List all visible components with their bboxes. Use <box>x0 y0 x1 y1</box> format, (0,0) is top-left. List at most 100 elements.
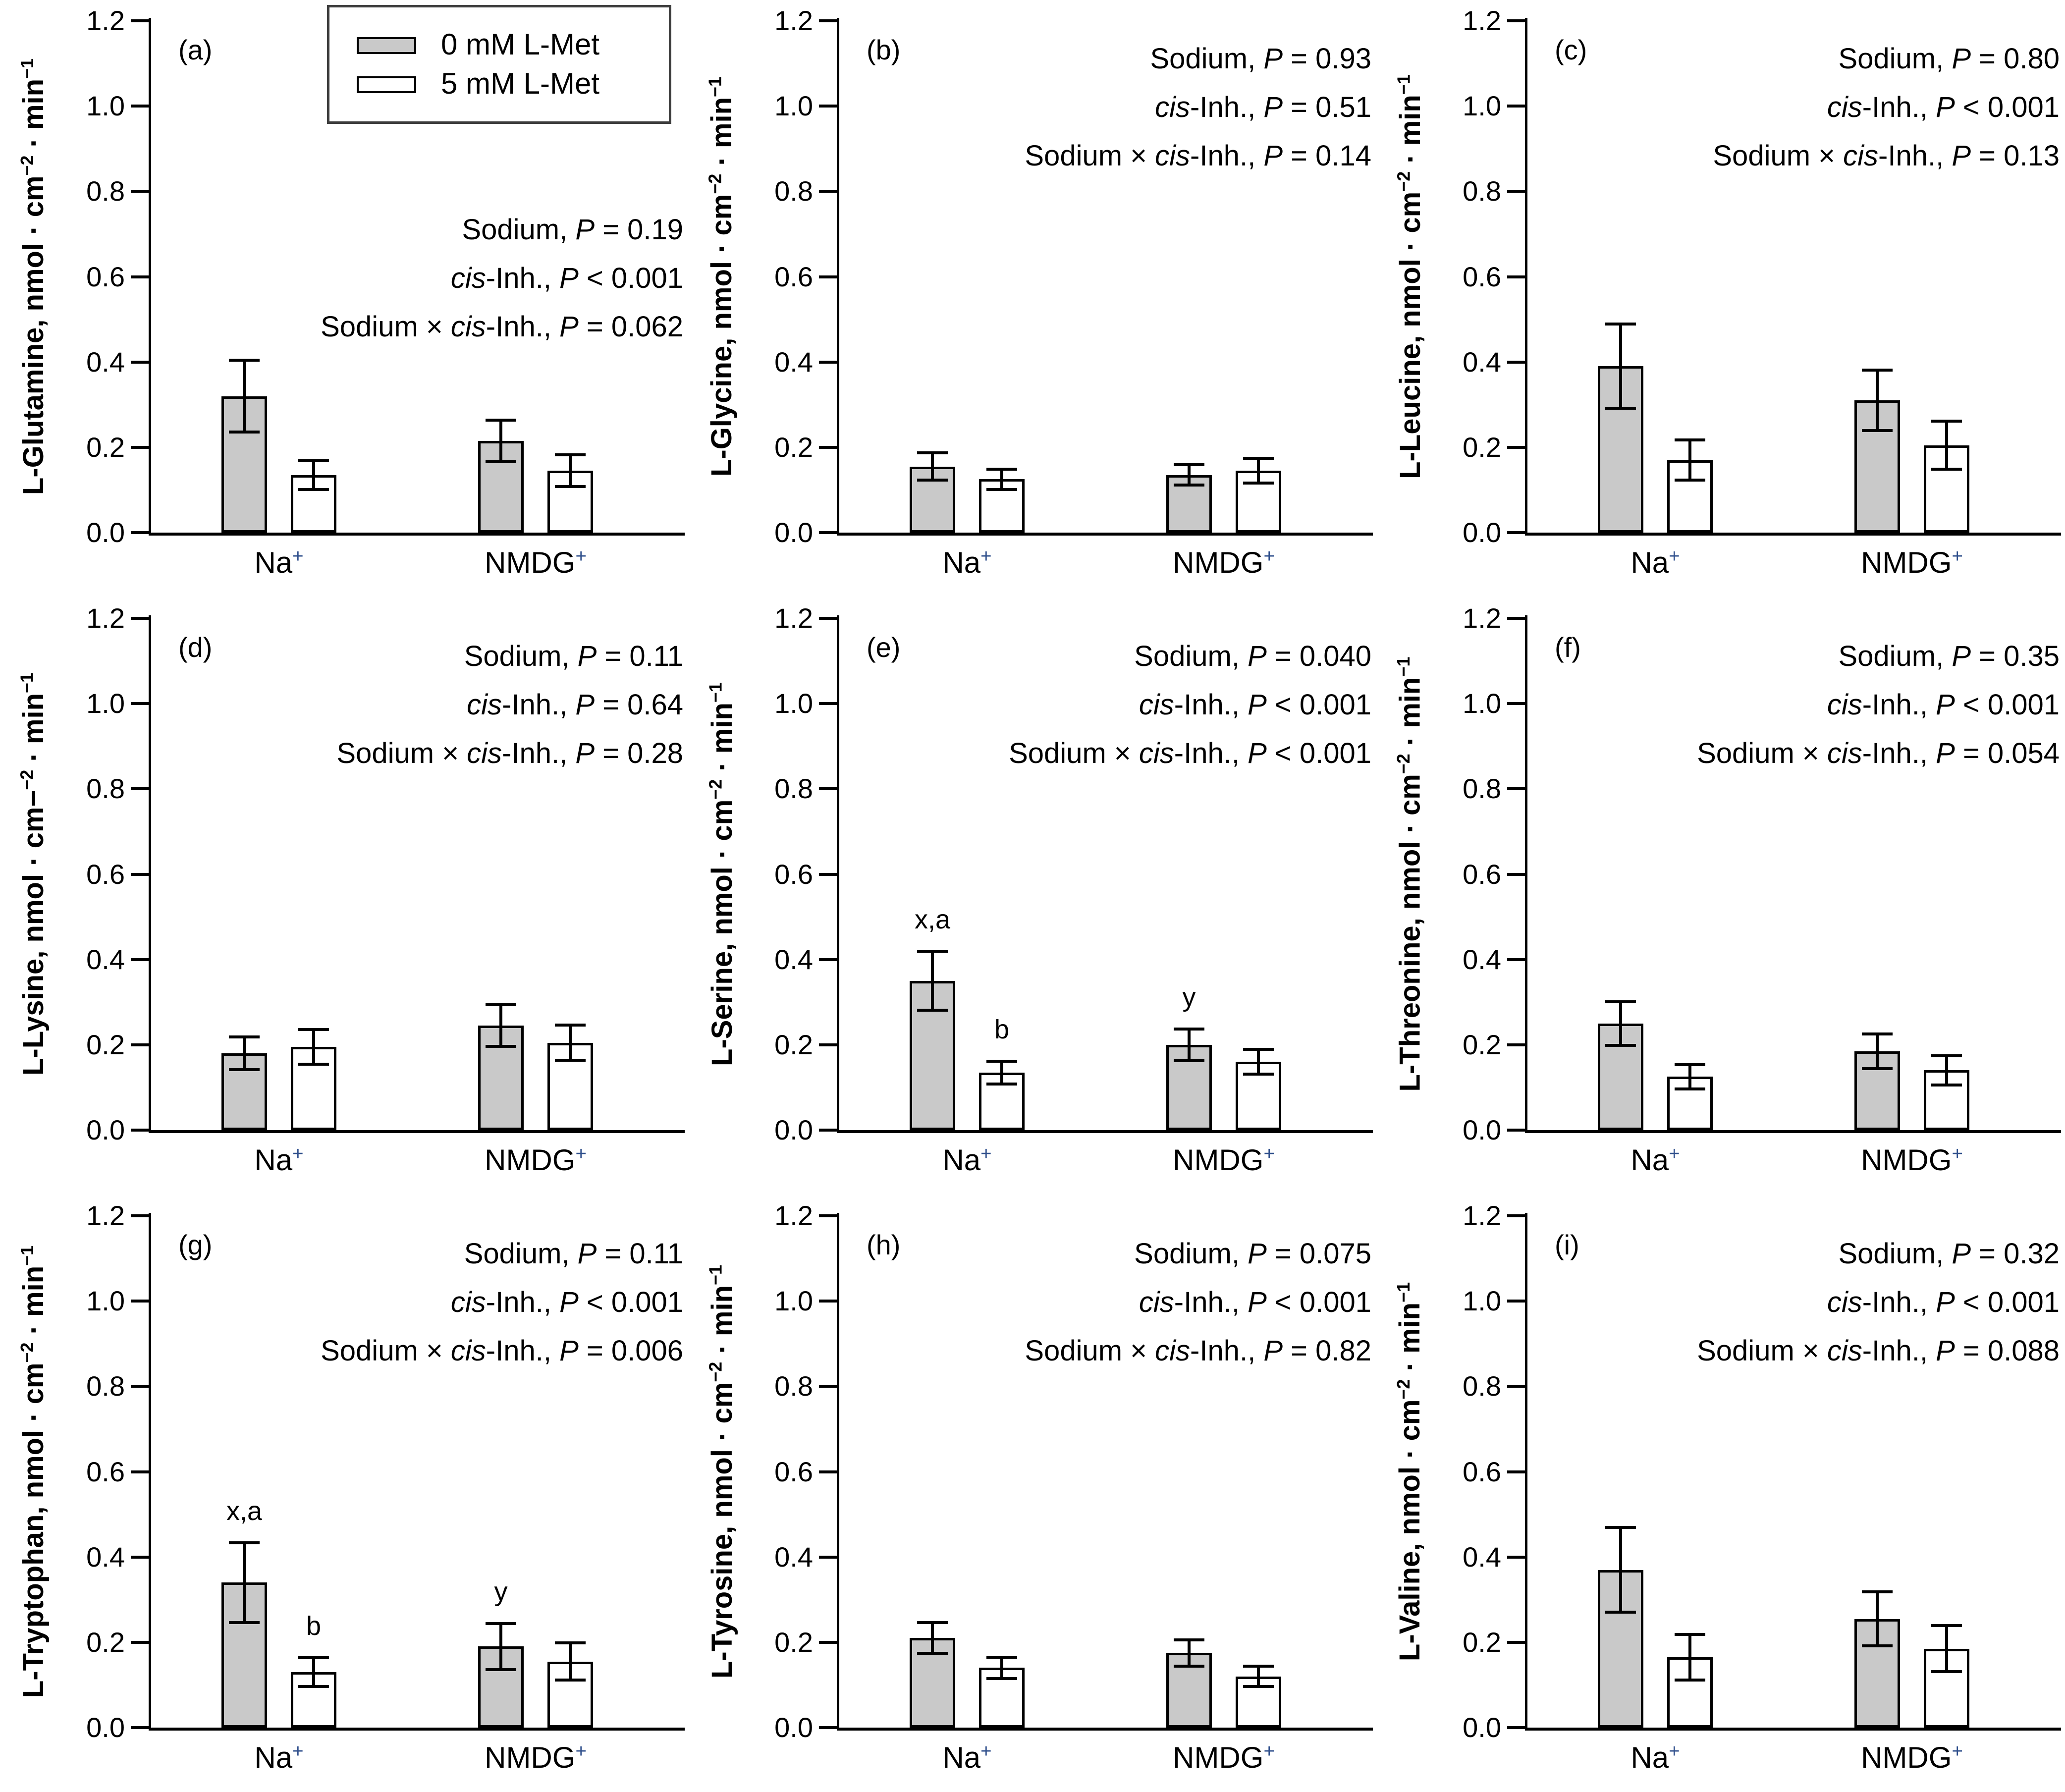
y-tick-label: 1.0 <box>774 90 813 122</box>
stat-line: cis-Inh., P < 0.001 <box>1713 83 2060 132</box>
y-tick-label: 0.8 <box>86 1370 125 1402</box>
y-tick <box>819 19 837 22</box>
error-bar-cap-bottom <box>917 1008 948 1012</box>
stat-text: = 0.19 <box>595 214 683 246</box>
stat-text: Sodium, <box>1838 1238 1952 1270</box>
y-tick <box>1507 445 1525 449</box>
stat-text: = 0.088 <box>1955 1335 2060 1367</box>
stats-block: Sodium, P = 0.32 cis-Inh., P < 0.001 Sodiu… <box>1697 1230 2060 1375</box>
stat-text-italic: cis <box>450 311 486 343</box>
error-bar <box>1000 1060 1003 1085</box>
x-category-text: Na <box>1630 1741 1669 1774</box>
y-tick-label: 0.2 <box>1463 1626 1501 1658</box>
stat-text: Sodium, <box>1150 43 1264 75</box>
stat-text-italic: P <box>1936 737 1955 769</box>
stat-text: < 0.001 <box>578 1286 683 1318</box>
stat-line: Sodium, P = 0.040 <box>1009 632 1371 681</box>
stat-text: Sodium, <box>464 1238 578 1270</box>
cation-plus-sign: + <box>1669 1740 1680 1762</box>
y-tick <box>1507 19 1525 22</box>
x-category-text: Na <box>942 1143 981 1177</box>
stat-line: cis-Inh., P < 0.001 <box>1025 1278 1371 1327</box>
y-tick <box>131 787 149 791</box>
stat-text-italic: cis <box>450 1335 486 1367</box>
y-tick-label: 0.6 <box>1463 1456 1501 1487</box>
stat-text: -Inh., <box>1862 91 1936 123</box>
error-bar-cap-top <box>1605 1000 1636 1004</box>
y-tick-label: 0.8 <box>1463 1370 1501 1402</box>
stat-text-italic: P <box>575 737 595 769</box>
error-bar-cap-top <box>1243 457 1274 460</box>
x-category-text: NMDG <box>485 1741 576 1774</box>
x-axis-line <box>149 1728 685 1731</box>
stat-text: < 0.001 <box>1955 1286 2060 1318</box>
y-tick-label: 0.2 <box>774 431 813 463</box>
stats-block: Sodium, P = 0.075 cis-Inh., P < 0.001 Sodi… <box>1025 1230 1371 1375</box>
x-category-label-nmdg: NMDG+ <box>456 543 615 583</box>
x-axis-line <box>149 533 685 536</box>
x-category-text: Na <box>942 546 981 579</box>
stat-text: = 0.64 <box>595 689 683 721</box>
y-tick <box>131 617 149 620</box>
y-tick-label: 0.8 <box>774 773 813 805</box>
y-tick-label: 0.2 <box>774 1626 813 1658</box>
stat-text-italic: cis <box>450 1286 486 1318</box>
chart-panel-b: L-Glycine, nmol · cm−2 · min−1 0.0 0.2 0.4 0… <box>688 0 1376 597</box>
stats-block: Sodium, P = 0.040 cis-Inh., P < 0.001 Sodi… <box>1009 632 1371 778</box>
y-tick <box>819 958 837 961</box>
stat-line: cis-Inh., P = 0.51 <box>1025 83 1371 132</box>
error-bar-cap-bottom <box>1931 468 1962 471</box>
panel-letter: (c) <box>1555 34 1587 65</box>
plot-area: x,a y b <box>131 1213 685 1731</box>
error-bar-cap-top <box>555 1641 586 1644</box>
error-bar-cap-top <box>229 359 260 362</box>
units-exponent: −2 <box>17 1342 38 1363</box>
error-bar <box>312 1657 315 1687</box>
error-bar <box>1257 1049 1260 1075</box>
stat-text-italic: P <box>559 1335 579 1367</box>
units-exponent: −1 <box>705 1265 726 1285</box>
cation-plus-sign: + <box>980 1143 992 1164</box>
error-bar <box>1000 1657 1003 1679</box>
error-bar-cap-bottom <box>229 1068 260 1072</box>
stats-block: Sodium, P = 0.35 cis-Inh., P < 0.001 Sodiu… <box>1697 632 2060 778</box>
stat-text: Sodium × <box>1009 737 1139 769</box>
y-tick-label: 1.2 <box>86 602 125 634</box>
y-tick-label: 0.4 <box>86 943 125 975</box>
error-bar <box>931 951 934 1011</box>
y-tick <box>131 872 149 876</box>
x-category-label-nmdg: NMDG+ <box>1833 1140 1991 1180</box>
y-tick-label: 0.0 <box>86 1114 125 1145</box>
stat-text: = 0.054 <box>1955 737 2060 769</box>
x-axis-line <box>1525 1728 2061 1731</box>
y-tick-label: 1.0 <box>1463 688 1501 719</box>
y-tick-label: 0.6 <box>86 1456 125 1487</box>
stat-text: = 0.32 <box>1971 1238 2060 1270</box>
y-tick <box>131 531 149 534</box>
panel-letter: (d) <box>178 632 213 663</box>
stat-text-italic: P <box>1263 1335 1283 1367</box>
error-bar-cap-bottom <box>1174 484 1204 487</box>
y-tick-label: 1.2 <box>1463 5 1501 36</box>
y-tick <box>131 958 149 961</box>
stat-text: = 0.14 <box>1283 140 1371 172</box>
y-tick-label: 1.0 <box>774 1285 813 1317</box>
x-category-text: Na <box>254 1741 293 1774</box>
stat-text-italic: P <box>1936 689 1955 721</box>
error-bar <box>569 1642 572 1681</box>
y-tick-label: 0.2 <box>86 431 125 463</box>
y-tick <box>131 1043 149 1046</box>
error-bar-cap-top <box>486 1003 516 1007</box>
error-bar <box>569 1025 572 1061</box>
y-tick <box>819 360 837 364</box>
stat-text-italic: cis <box>1827 737 1862 769</box>
error-bar-cap-top <box>917 1621 948 1625</box>
x-axis-line <box>837 533 1373 536</box>
y-tick <box>1507 105 1525 108</box>
error-bar-cap-bottom <box>917 478 948 482</box>
x-category-label-nmdg: NMDG+ <box>1833 543 1991 583</box>
error-bar-cap-top <box>1605 1526 1636 1529</box>
y-tick-label: 0.6 <box>86 858 125 890</box>
stat-text: Sodium × <box>1697 737 1827 769</box>
y-tick <box>819 1043 837 1046</box>
